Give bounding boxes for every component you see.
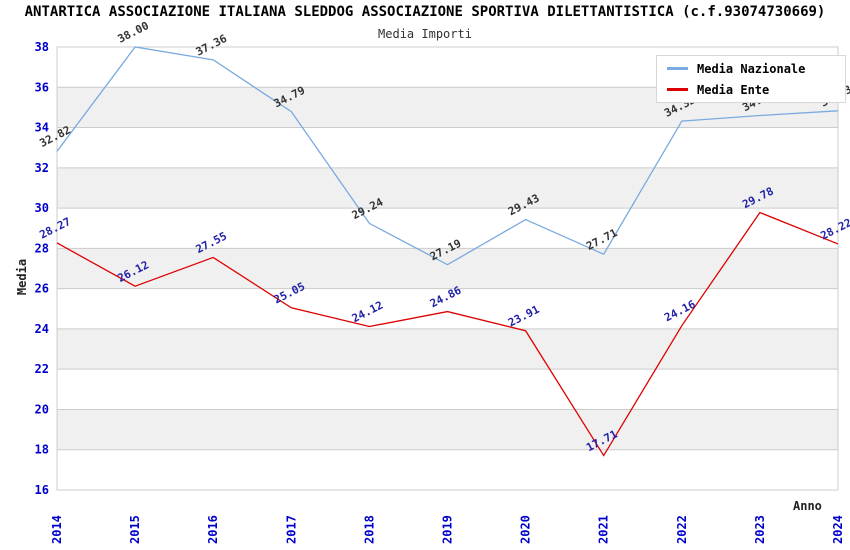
nazionale-line-swatch-icon — [667, 67, 688, 70]
x-tick-label: 2020 — [519, 515, 533, 544]
y-tick-label: 24 — [35, 322, 49, 336]
plot-band — [57, 167, 838, 209]
data-point-label: 28.27 — [37, 215, 72, 242]
plot-band — [57, 409, 838, 450]
x-tick-label: 2021 — [597, 515, 611, 544]
y-tick-label: 34 — [35, 121, 49, 135]
data-point-label: 28.22 — [818, 216, 850, 243]
x-tick-label: 2016 — [206, 515, 220, 544]
data-point-label: 38.00 — [116, 19, 151, 46]
x-tick-label: 2018 — [362, 515, 376, 544]
y-tick-label: 28 — [35, 241, 49, 255]
y-tick-label: 22 — [35, 362, 49, 376]
x-tick-label: 2017 — [284, 515, 298, 544]
x-tick-label: 2023 — [753, 515, 767, 544]
x-tick-label: 2015 — [128, 515, 142, 544]
y-axis-title: Media — [15, 258, 29, 296]
y-tick-label: 26 — [35, 282, 49, 296]
series-line-ente — [56, 211, 839, 457]
plot-band — [57, 328, 838, 370]
plot-band — [57, 248, 838, 289]
data-point-label: 37.36 — [194, 32, 230, 59]
x-tick-label: 2019 — [441, 515, 455, 544]
y-tick-label: 18 — [35, 443, 49, 457]
ente-line-swatch-icon — [667, 88, 688, 91]
x-axis-title: Anno — [793, 499, 822, 513]
x-tick-label: 2014 — [50, 515, 64, 544]
series-line-nazionale — [56, 46, 839, 266]
legend-item-ente: Media Ente — [657, 83, 845, 97]
x-tick-label: 2024 — [831, 515, 845, 544]
data-point-label: 24.12 — [350, 299, 385, 326]
y-tick-label: 30 — [35, 201, 49, 215]
legend-item-nazionale: Media Nazionale — [657, 62, 845, 76]
y-tick-label: 38 — [35, 40, 49, 54]
legend-label-ente: Media Ente — [697, 82, 770, 97]
x-tick-label: 2022 — [675, 515, 689, 544]
legend-label-nazionale: Media Nazionale — [697, 61, 806, 76]
y-tick-label: 32 — [35, 161, 49, 175]
legend: Media Nazionale Media Ente — [656, 55, 846, 103]
chart-subtitle: Media Importi — [378, 27, 472, 41]
y-tick-label: 36 — [35, 80, 49, 94]
plot-frame — [56, 46, 839, 491]
y-tick-label: 20 — [35, 402, 49, 416]
data-point-label: 24.16 — [662, 298, 698, 325]
data-point-label: 23.91 — [506, 303, 542, 330]
y-tick-label: 16 — [35, 483, 49, 497]
chart-title: ANTARTICA ASSOCIAZIONE ITALIANA SLEDDOG … — [24, 4, 826, 20]
